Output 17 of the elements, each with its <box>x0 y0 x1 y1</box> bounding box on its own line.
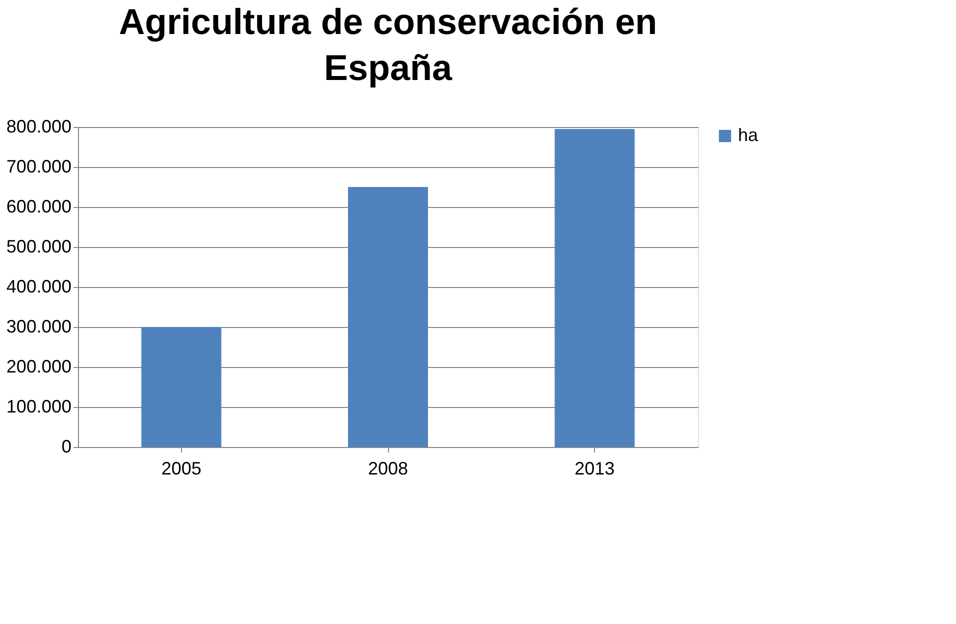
x-tick-label: 2005 <box>161 458 202 478</box>
bar <box>554 129 635 447</box>
y-tick-label: 600.000 <box>6 196 72 216</box>
y-tick-label: 100.000 <box>6 396 72 416</box>
y-tick-label: 800.000 <box>6 116 72 136</box>
y-tick-label: 0 <box>61 436 72 456</box>
y-tick-label: 400.000 <box>6 276 72 296</box>
y-tick-label: 300.000 <box>6 316 72 336</box>
x-tick-label: 2008 <box>368 458 408 478</box>
chart-title: Agricultura de conservación en España <box>118 1 658 88</box>
legend-label: ha <box>738 125 760 145</box>
x-tick-label: 2013 <box>574 458 615 478</box>
y-tick-label: 500.000 <box>6 236 72 256</box>
y-tick-label: 200.000 <box>6 356 72 376</box>
bar <box>141 327 222 447</box>
bar <box>348 187 428 447</box>
y-tick-label: 700.000 <box>6 156 72 176</box>
